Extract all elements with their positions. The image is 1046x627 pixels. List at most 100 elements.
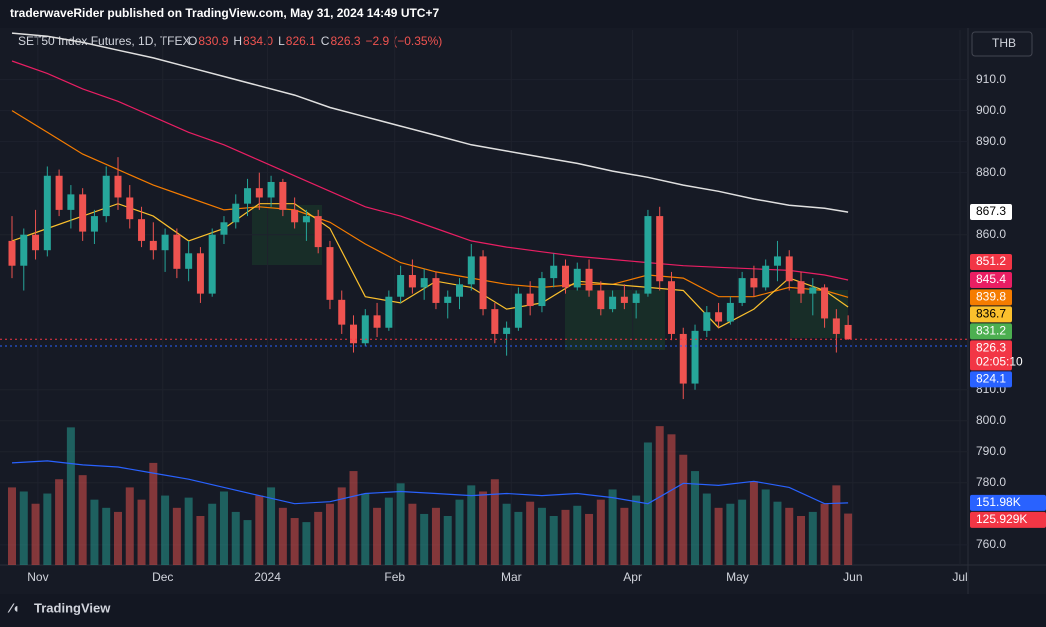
currency-box[interactable] xyxy=(971,31,1033,57)
price-tag xyxy=(970,306,1012,323)
ohlc-value: 830.9 xyxy=(198,34,228,48)
volume-bar xyxy=(219,491,228,565)
candle-body xyxy=(479,256,487,310)
candle-body xyxy=(667,281,675,334)
volume-bar xyxy=(620,507,629,565)
ohlc-letter: O xyxy=(188,34,197,48)
candle-body xyxy=(220,222,228,235)
candle-body xyxy=(656,216,664,282)
candle-body xyxy=(597,290,605,310)
candle-body xyxy=(408,275,416,288)
volume-bar xyxy=(714,507,723,565)
ma-line xyxy=(11,110,849,298)
candle-body xyxy=(526,293,534,307)
volume-bar xyxy=(655,426,664,565)
candle-body xyxy=(456,284,464,297)
candle-body xyxy=(809,287,817,294)
candle-body xyxy=(609,296,617,310)
candle-body xyxy=(361,315,369,344)
change-pct: (−0.35%) xyxy=(393,34,442,48)
volume-bar xyxy=(738,499,747,565)
candle-body xyxy=(232,203,240,223)
volume-bar xyxy=(78,475,87,565)
candle-body xyxy=(43,175,51,251)
candle-body xyxy=(691,330,699,384)
ma-line xyxy=(11,60,849,281)
volume-bar xyxy=(561,509,570,565)
candle-body xyxy=(185,253,193,269)
volume-bar xyxy=(585,513,594,565)
price-tag xyxy=(970,253,1012,270)
volume-bar xyxy=(184,497,193,565)
x-tick-label: Jul xyxy=(952,570,967,584)
candle-body xyxy=(679,333,687,384)
volume-bar xyxy=(302,522,311,565)
volume-bar xyxy=(290,518,299,565)
volume-bar xyxy=(749,481,758,565)
volume-bar xyxy=(102,507,111,565)
volume-bar xyxy=(537,507,546,565)
candle-body xyxy=(785,256,793,282)
volume-bar xyxy=(337,487,346,565)
candle-body xyxy=(821,287,829,319)
candle-body xyxy=(208,234,216,294)
volume-bar xyxy=(679,454,688,565)
x-tick-label: Jun xyxy=(843,570,862,584)
candle-body xyxy=(397,275,405,297)
candle-body xyxy=(291,209,299,223)
ohlc-letter: H xyxy=(233,34,242,48)
price-tag-label: 839.8 xyxy=(976,290,1006,304)
x-tick-label: May xyxy=(726,570,749,584)
candle-body xyxy=(844,324,852,340)
publisher: traderwaveRider published on TradingView… xyxy=(10,6,439,20)
candle-body xyxy=(444,296,452,303)
price-tag-label: 831.2 xyxy=(976,324,1006,338)
price-tag-label: 867.3 xyxy=(976,204,1006,218)
y-tick-label: 900.0 xyxy=(976,103,1006,117)
volume-bar xyxy=(490,479,499,565)
candle-body xyxy=(79,194,87,232)
volume-bar xyxy=(66,427,75,565)
volume-bar xyxy=(797,515,806,565)
candle-body xyxy=(138,219,146,241)
candle-body xyxy=(326,247,334,300)
volume-bar xyxy=(396,483,405,565)
volume-bar xyxy=(161,495,170,565)
volume-bar xyxy=(196,515,205,565)
candle-body xyxy=(491,309,499,334)
candle-body xyxy=(255,188,263,198)
y-tick-label: 880.0 xyxy=(976,165,1006,179)
volume-bar xyxy=(420,513,429,565)
volume-bar xyxy=(808,511,817,565)
volume-bar xyxy=(455,499,464,565)
volume-bar xyxy=(255,495,264,565)
chart-pane xyxy=(0,28,1046,594)
candle-body xyxy=(373,315,381,328)
ohlc-value: 834.0 xyxy=(243,34,273,48)
volume-bar xyxy=(667,434,676,565)
price-tag xyxy=(970,371,1012,388)
candle-body xyxy=(832,318,840,334)
volume-bar xyxy=(608,489,617,565)
price-tag xyxy=(970,289,1012,306)
candle-body xyxy=(55,175,63,210)
price-tag xyxy=(970,271,1012,288)
volume-bar xyxy=(702,493,711,565)
candle-body xyxy=(114,175,122,198)
volume-bar xyxy=(125,487,134,565)
price-tag xyxy=(970,204,1012,221)
candle-body xyxy=(503,327,511,334)
ohlc-value: 826.3 xyxy=(330,34,360,48)
y-tick-label: 910.0 xyxy=(976,72,1006,86)
ohlc-letter: C xyxy=(321,34,330,48)
volume-bar xyxy=(172,507,181,565)
candle-body xyxy=(762,265,770,288)
candle-body xyxy=(338,299,346,325)
volume-bar xyxy=(526,501,535,565)
candle-body xyxy=(797,281,805,294)
volume-bar xyxy=(596,499,605,565)
volume-bar xyxy=(549,515,558,565)
ohlc-letter: L xyxy=(278,34,285,48)
currency: THB xyxy=(992,36,1016,50)
